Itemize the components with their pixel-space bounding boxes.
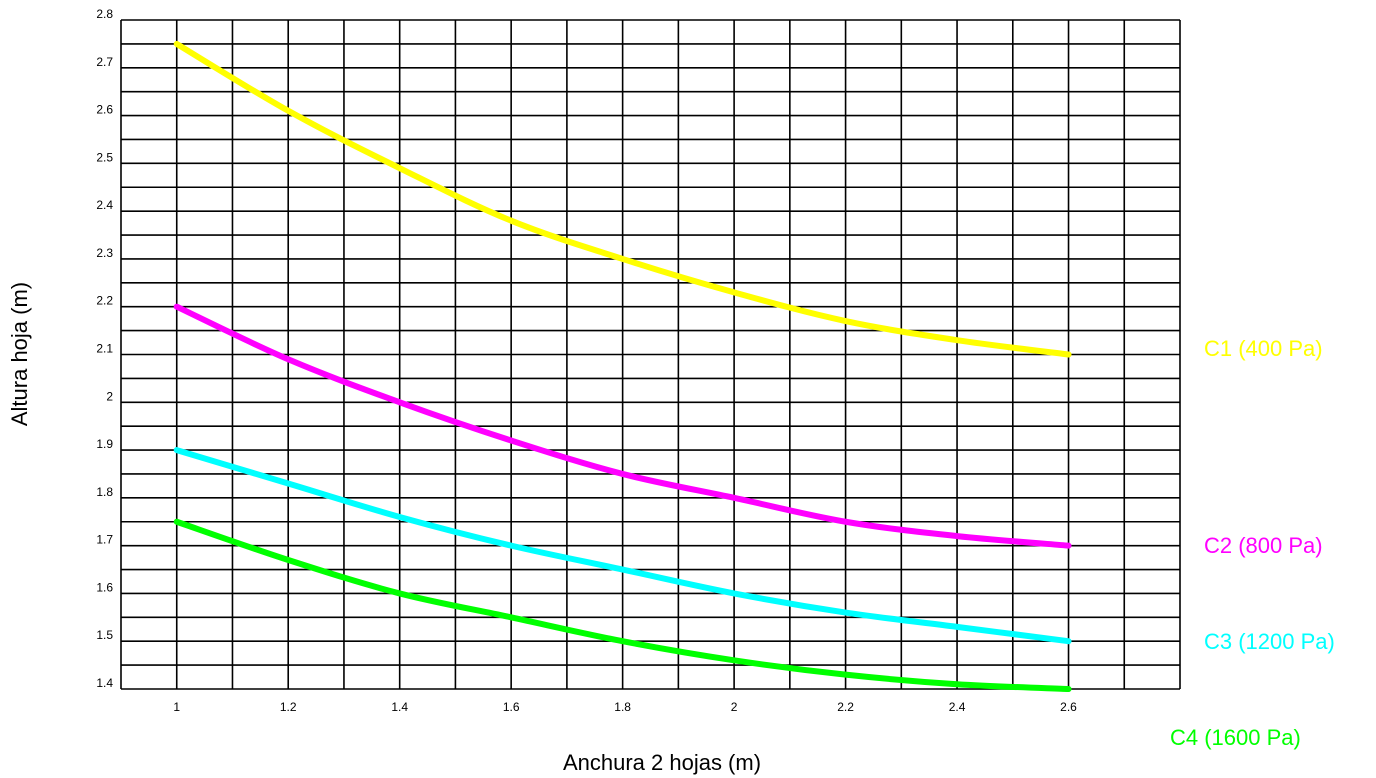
legend-label-2: C2 (800 Pa) [1204, 533, 1323, 558]
y-tick-label: 1.9 [96, 437, 113, 451]
series-line-3 [173, 447, 1072, 645]
y-tick-label: 2.2 [96, 294, 113, 308]
series-line-4 [173, 518, 1072, 692]
legend-label-3: C3 (1200 Pa) [1204, 629, 1335, 654]
y-axis-title: Altura hoja (m) [7, 282, 32, 426]
series-line-1 [173, 40, 1072, 358]
y-tick-label: 2.1 [96, 342, 113, 356]
x-tick-label: 1.6 [503, 700, 520, 714]
y-tick-label: 2.7 [96, 55, 113, 69]
x-tick-label: 1.4 [391, 700, 408, 714]
x-tick-label: 1.8 [614, 700, 631, 714]
y-tick-label: 1.6 [96, 580, 113, 594]
x-tick-label: 2.2 [837, 700, 854, 714]
y-tick-label: 2.8 [96, 7, 113, 21]
y-tick-label: 1.5 [96, 628, 113, 642]
y-tick-label: 2.5 [96, 150, 113, 164]
series-line-2 [173, 303, 1072, 549]
y-tick-label: 1.4 [96, 676, 113, 690]
y-tick-label: 2.4 [96, 198, 113, 212]
y-tick-label: 1.8 [96, 485, 113, 499]
legend-label-4: C4 (1600 Pa) [1170, 725, 1301, 750]
x-tick-label: 1 [173, 700, 180, 714]
x-axis-title: Anchura 2 hojas (m) [563, 750, 761, 775]
y-tick-label: 2.3 [96, 246, 113, 260]
x-tick-label: 2.6 [1060, 700, 1077, 714]
x-tick-label: 1.2 [280, 700, 297, 714]
series-lines [173, 40, 1072, 692]
legend-label-1: C1 (400 Pa) [1204, 336, 1323, 361]
x-tick-label: 2.4 [949, 700, 966, 714]
x-tick-labels: 1 1.2 1.4 1.6 1.8 2 2.2 2.4 2.6 [173, 700, 1077, 714]
x-tick-label: 2 [731, 700, 738, 714]
grid [120, 19, 1181, 690]
y-tick-labels: 1.4 1.5 1.6 1.7 1.8 1.9 2 2.1 2.2 2.3 2.4 2.5 2.6 2.7… [96, 7, 113, 690]
legend: C1 (400 Pa) C2 (800 Pa) C3 (1200 Pa) C4 (16… [1170, 336, 1335, 750]
y-tick-label: 2.6 [96, 103, 113, 117]
y-tick-label: 1.7 [96, 533, 113, 547]
y-tick-label: 2 [106, 389, 113, 403]
